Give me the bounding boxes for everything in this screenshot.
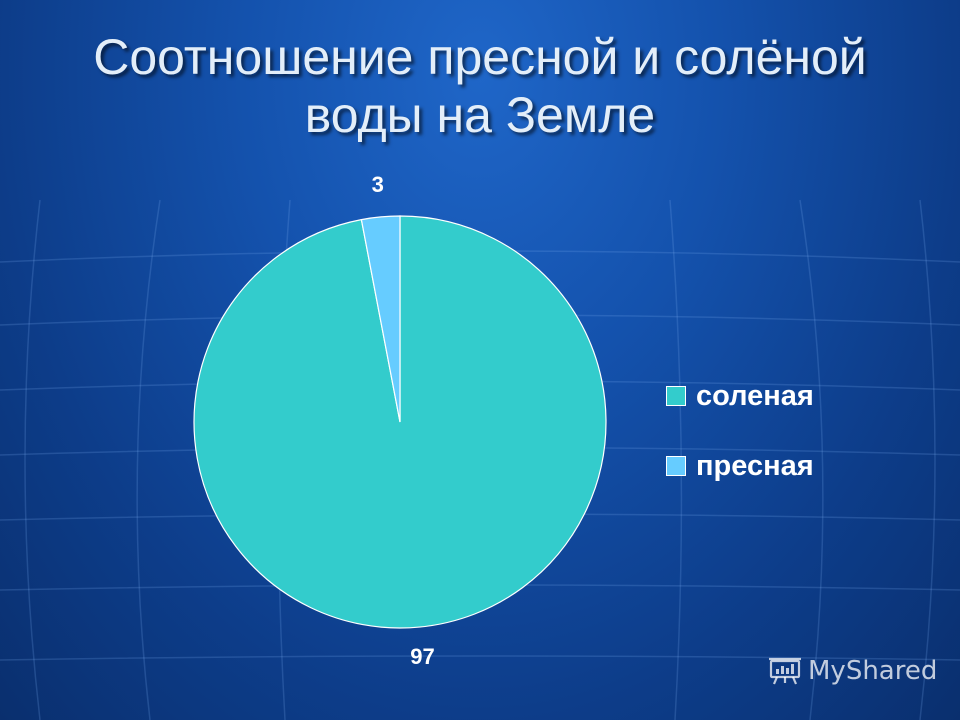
data-label-salt: 97: [410, 643, 435, 669]
legend-item-fresh: пресная: [666, 444, 814, 488]
title-line-2: воды на Земле: [304, 87, 656, 143]
pie-slice-fresh: [360, 215, 401, 423]
watermark-text: MyShared: [808, 656, 938, 686]
page-title: Соотношение пресной и солёной воды на Зе…: [40, 28, 920, 144]
legend-label-fresh: пресная: [696, 449, 814, 482]
legend-label-salt: соленая: [696, 379, 814, 412]
legend-item-salt: соленая: [666, 374, 814, 418]
chart-legend: соленая пресная: [666, 374, 814, 514]
watermark: MyShared: [768, 656, 937, 686]
title-line-1: Соотношение пресной и солёной: [93, 29, 867, 85]
legend-swatch-salt: [666, 386, 686, 406]
data-label-fresh: 3: [371, 172, 384, 198]
legend-swatch-fresh: [666, 456, 686, 476]
presentation-icon: [769, 657, 801, 685]
